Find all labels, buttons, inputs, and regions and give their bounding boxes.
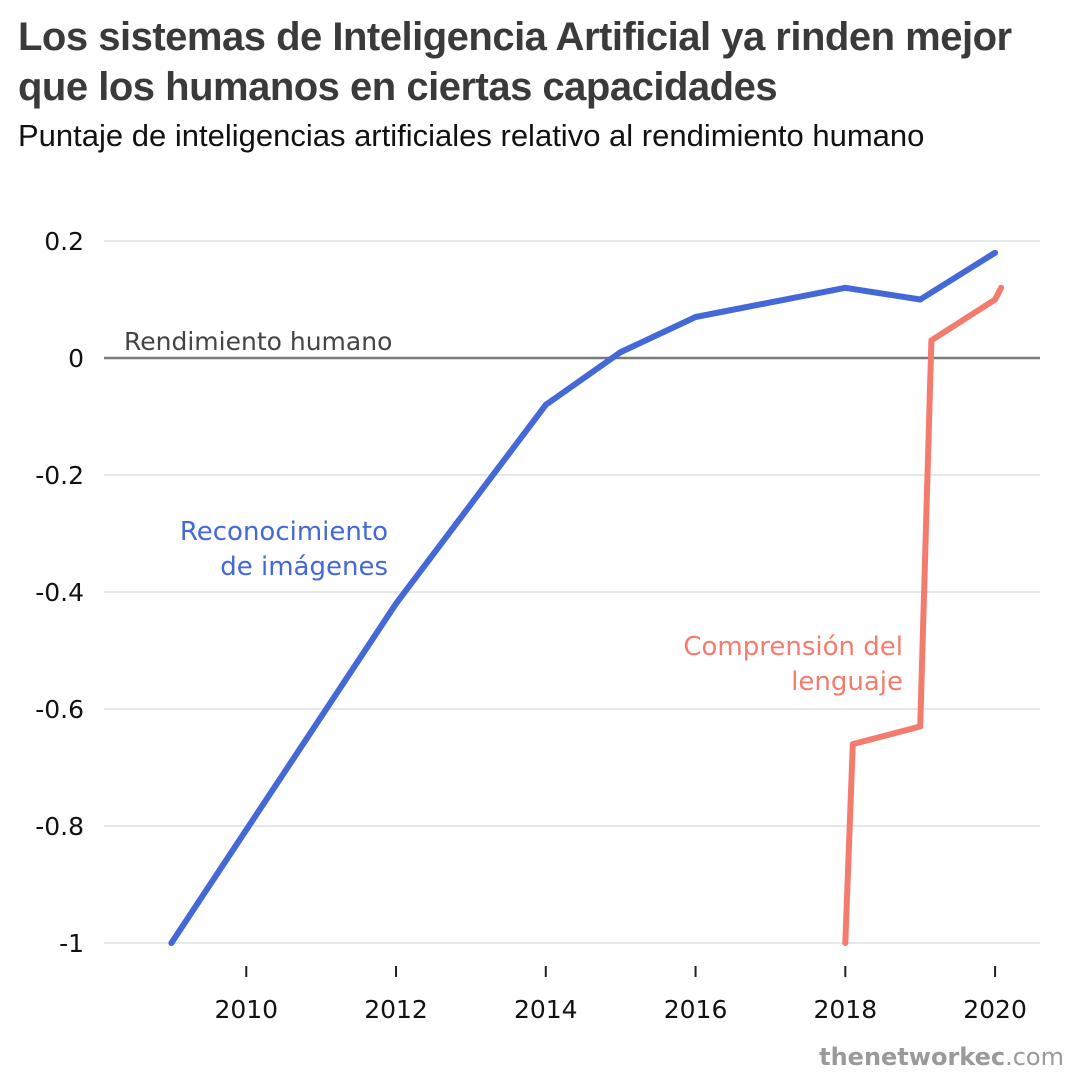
data-point-comprension-del-lenguaje-4 bbox=[992, 296, 999, 303]
series-line-reconocimiento-de-imagenes bbox=[168, 250, 997, 945]
data-point-comprension-del-lenguaje-3 bbox=[928, 337, 935, 344]
data-point-comprension-del-lenguaje-1 bbox=[849, 741, 856, 748]
series-label-reconocimiento-de-imagenes: Reconocimiento de imágenes bbox=[180, 517, 388, 582]
chart-title: Los sistemas de Inteligencia Artificial … bbox=[18, 15, 1012, 109]
y-tick-label-0-6: -0.6 bbox=[35, 695, 84, 724]
x-axis: 2010 2012 2014 2016 2018 2020 bbox=[214, 966, 1027, 1024]
data-point-reconocimiento-de-imagenes-7 bbox=[992, 249, 999, 256]
source-domain-tld: .com bbox=[1005, 1043, 1064, 1071]
series-label-line-reconocimiento-de-imagenes-0: Reconocimiento bbox=[180, 517, 388, 547]
gridlines bbox=[104, 240, 1040, 944]
series-label-comprension-del-lenguaje: Comprensión del lenguaje bbox=[683, 632, 903, 697]
data-point-comprension-del-lenguaje-2 bbox=[917, 723, 924, 730]
human-performance-reference: Rendimiento humano bbox=[104, 327, 1040, 360]
data-point-reconocimiento-de-imagenes-6 bbox=[917, 296, 924, 303]
chart-subtitle: Puntaje de inteligencias artificiales re… bbox=[18, 118, 925, 153]
x-tick-label-2010: 2010 bbox=[214, 995, 278, 1024]
y-tick-label-0: 0 bbox=[68, 344, 84, 373]
y-tick-label-0-4: -0.4 bbox=[35, 578, 84, 607]
x-tick-label-2012: 2012 bbox=[364, 995, 428, 1024]
series-label-line-comprension-del-lenguaje-1: lenguaje bbox=[791, 667, 903, 697]
series-lines bbox=[168, 249, 1005, 946]
series-line-comprension-del-lenguaje bbox=[842, 286, 1004, 944]
data-point-reconocimiento-de-imagenes-0 bbox=[168, 940, 175, 946]
data-point-comprension-del-lenguaje-0 bbox=[842, 940, 849, 946]
data-point-reconocimiento-de-imagenes-1 bbox=[393, 600, 400, 607]
x-tick-label-2014: 2014 bbox=[514, 995, 578, 1024]
source-credit: thenetworkec.com bbox=[819, 1042, 1064, 1072]
human-performance-label: Rendimiento humano bbox=[124, 327, 392, 356]
x-tick-label-2016: 2016 bbox=[664, 995, 728, 1024]
data-point-reconocimiento-de-imagenes-2 bbox=[542, 401, 549, 408]
series-label-line-reconocimiento-de-imagenes-1: de imágenes bbox=[220, 552, 388, 582]
y-tick-label-0-8: -0.8 bbox=[35, 812, 84, 841]
y-tick-label-1: -1 bbox=[59, 929, 84, 958]
y-tick-label-0-2: -0.2 bbox=[35, 461, 84, 490]
series-label-line-comprension-del-lenguaje-0: Comprensión del bbox=[683, 632, 903, 662]
data-point-reconocimiento-de-imagenes-3 bbox=[617, 349, 624, 356]
data-point-reconocimiento-de-imagenes-5 bbox=[842, 284, 849, 291]
y-tick-label-0-2: 0.2 bbox=[44, 227, 84, 256]
y-axis: 0.2 0 -0.2 -0.4 -0.6 -0.8 -1 bbox=[35, 227, 84, 958]
series-labels: Reconocimiento de imágenes Comprensión del… bbox=[180, 517, 903, 697]
data-point-comprension-del-lenguaje-5 bbox=[998, 284, 1005, 291]
source-domain-name: thenetworkec bbox=[819, 1043, 1006, 1071]
x-tick-label-2018: 2018 bbox=[813, 995, 877, 1024]
x-tick-label-2020: 2020 bbox=[963, 995, 1027, 1024]
data-point-reconocimiento-de-imagenes-4 bbox=[692, 314, 699, 321]
